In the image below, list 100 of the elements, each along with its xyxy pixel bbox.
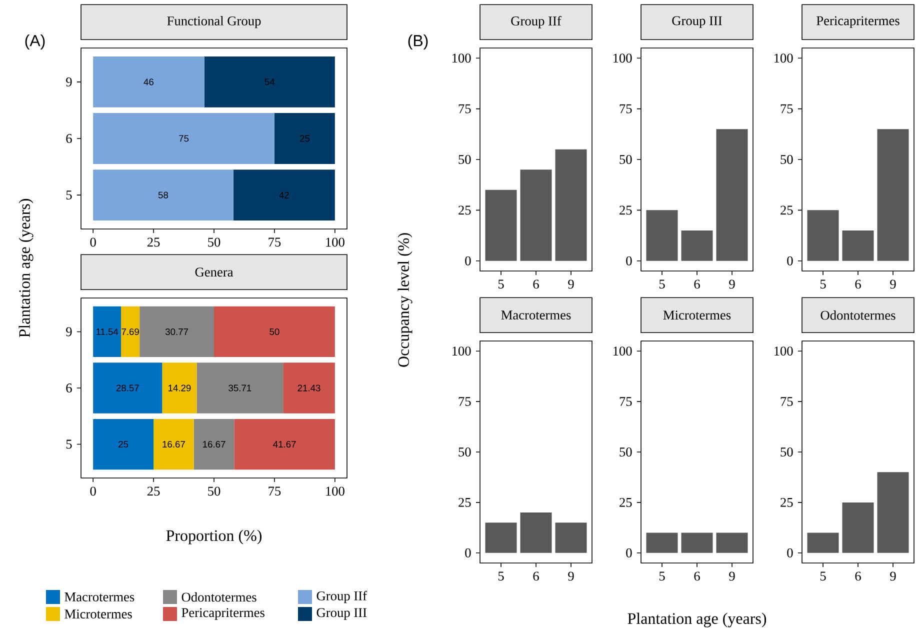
bar [555,149,587,261]
x-tick-label: 6 [533,280,539,289]
y-tick-label: 50 [780,155,793,164]
bar [877,472,909,553]
x-tick-label: 5 [820,572,826,581]
x-tick-label: 25 [147,238,160,247]
legend-label: Group IIf [316,590,367,604]
y-tick-label: 50 [458,155,471,164]
data-label: 54 [264,78,275,86]
y-tick-label: 0 [626,548,632,558]
y-tick-label: 100 [452,346,471,356]
bar [93,113,274,164]
legend-label: Pericapritermes [182,608,264,620]
chart-title: Macrotermes [501,310,571,320]
y-tick-label: 100 [774,54,793,63]
bar [121,306,140,358]
data-label: 7.69 [122,328,139,336]
bar [646,210,678,261]
y-tick-label: 75 [620,397,632,406]
x-tick-label: 5 [820,280,826,289]
x-tick-label: 100 [326,486,344,496]
y-tick-label: 0 [465,548,471,558]
legend-label: Macrotermes [64,592,134,602]
y-tick-label: 100 [613,346,632,356]
y-tick-label: 50 [620,448,632,456]
y-axis-title: Occupancy level (%) [398,233,412,367]
data-label: 30.77 [165,328,188,336]
x-tick-label: 6 [855,280,861,289]
y-axis-title: Plantation age (years) [18,198,34,338]
data-label: 46 [144,78,154,86]
bar [93,56,204,108]
bar [196,362,284,414]
bar [93,170,234,221]
x-tick-label: 9 [729,280,735,289]
bar [807,210,839,261]
bar [93,418,154,470]
y-tick-label: 25 [780,206,793,215]
x-tick-label: 50 [208,486,220,496]
x-tick-label: 6 [855,572,861,581]
x-tick-label: 100 [326,238,344,247]
y-tick-label: 5 [66,440,72,449]
y-tick-label: 0 [465,256,471,266]
data-label: 11.54 [96,328,118,335]
data-label: 58 [158,192,168,198]
x-tick-label: 0 [90,486,96,496]
bar [283,362,335,414]
y-tick-label: 100 [774,346,793,356]
bar [877,129,909,261]
y-tick-label: 0 [787,256,793,266]
y-tick-label: 9 [66,327,72,336]
bar [274,113,335,164]
y-tick-label: 25 [458,206,471,215]
x-tick-label: 5 [659,572,665,581]
bar [234,418,335,470]
chart-title: Odontotermes [820,310,896,320]
data-label: 14.29 [168,384,191,392]
x-tick-label: 50 [208,238,220,247]
bar [485,190,517,261]
x-tick-label: 5 [498,280,504,289]
data-label: 21.43 [298,384,320,392]
chart-title: Genera [195,268,234,277]
bar [520,170,552,261]
text: (B) [408,34,428,50]
data-label: 50 [270,328,280,336]
y-tick-label: 75 [780,397,793,406]
bar [233,170,335,221]
bar [842,502,874,553]
y-tick-label: 75 [780,104,793,114]
x-tick-label: 9 [890,572,896,581]
data-label: 16.67 [162,440,185,448]
bar [807,532,839,553]
chart-title: Group III [672,16,722,28]
bar [716,129,748,261]
y-tick-label: 75 [458,104,471,114]
data-label: 42 [279,192,289,198]
y-tick-label: 25 [620,206,632,215]
bar [204,56,335,108]
data-label: 75 [179,135,189,142]
y-tick-label: 50 [620,155,632,164]
y-tick-label: 75 [458,397,471,406]
y-tick-label: 5 [66,190,72,200]
text: (A) [25,34,45,50]
data-label: 16.67 [203,440,226,448]
data-label: 35.71 [228,384,252,392]
bar [162,362,197,414]
y-tick-label: 25 [458,498,471,507]
x-tick-label: 9 [729,572,735,581]
x-axis-title: Plantation age (years) [628,612,766,628]
y-tick-label: 9 [66,77,72,86]
data-label: 25 [118,440,128,448]
y-tick-label: 0 [626,256,632,266]
chart-title: Microtermes [663,310,731,320]
bar [93,362,162,414]
legend-label: Group III [316,608,367,620]
chart-title: Group IIf [511,16,562,28]
bar [93,306,122,358]
bar [681,230,713,261]
x-tick-label: 0 [90,238,96,247]
legend-label: Odontotermes [182,592,256,602]
x-tick-label: 75 [268,238,281,247]
